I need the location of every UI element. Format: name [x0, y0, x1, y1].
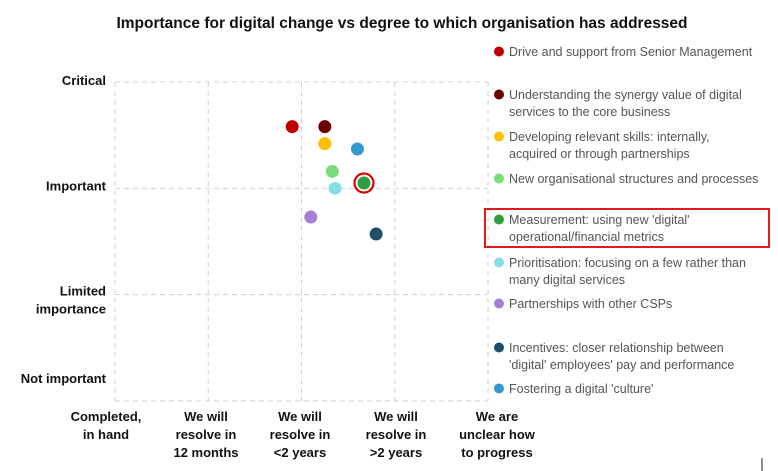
x-tick-label: unclear how [459, 427, 536, 442]
legend-marker [494, 214, 504, 225]
legend-marker [494, 131, 504, 142]
highlight-ring [353, 172, 375, 194]
data-point [357, 176, 371, 190]
data-point [328, 181, 342, 195]
legend-marker [494, 173, 504, 184]
legend-label: operational/financial metrics [509, 230, 664, 244]
legend-label: acquired or through partnerships [509, 147, 690, 161]
y-axis-tick-labels: Critical Important Limited importance Not im… [21, 73, 107, 386]
legend-label: Developing relevant skills: internally, [509, 130, 710, 144]
data-point [318, 120, 332, 134]
y-tick-label: Limited [60, 284, 106, 299]
x-tick-label: resolve in [366, 427, 427, 442]
data-point [304, 210, 318, 224]
data-points [285, 120, 383, 241]
data-point [350, 142, 364, 156]
x-tick-label: resolve in [176, 427, 237, 442]
legend-highlight-box [484, 208, 770, 248]
y-tick-label: Critical [62, 73, 106, 88]
legend-label: Partnerships with other CSPs [509, 297, 672, 311]
legend-marker [494, 257, 504, 268]
x-tick-label: We will [374, 409, 418, 424]
y-tick-label: Important [46, 178, 107, 193]
legend-label: Measurement: using new 'digital' [509, 213, 690, 227]
x-tick-label: We will [184, 409, 228, 424]
data-point [285, 120, 299, 134]
legend-label: Fostering a digital 'culture' [509, 382, 653, 396]
x-tick-label: in hand [83, 427, 129, 442]
legend-marker [494, 342, 504, 353]
x-tick-label: <2 years [274, 445, 326, 460]
legend-label: Incentives: closer relationship between [509, 341, 724, 355]
legend-label: New organisational structures and proces… [509, 172, 758, 186]
legend-label: Drive and support from Senior Management [509, 45, 753, 59]
y-tick-label: importance [36, 302, 106, 317]
legend: Drive and support from Senior Management… [484, 45, 770, 396]
legend-label: services to the core business [509, 105, 670, 119]
legend-label: many digital services [509, 273, 625, 287]
x-tick-label: Completed, [71, 409, 142, 424]
legend-marker [494, 89, 504, 100]
legend-marker [494, 46, 504, 57]
legend-marker [494, 383, 504, 394]
x-tick-label: >2 years [370, 445, 422, 460]
data-point [325, 164, 339, 178]
x-tick-label: resolve in [270, 427, 331, 442]
legend-label: Prioritisation: focusing on a few rather… [509, 256, 746, 270]
legend-label: 'digital' employees' pay and performance [509, 358, 734, 372]
x-tick-label: We will [278, 409, 322, 424]
x-tick-label: 12 months [173, 445, 238, 460]
y-tick-label: Not important [21, 371, 107, 386]
x-tick-label: to progress [461, 445, 533, 460]
chart-grid [114, 81, 489, 402]
data-point [369, 227, 383, 241]
x-tick-label: We are [476, 409, 518, 424]
data-point [318, 137, 332, 151]
chart-title: Importance for digital change vs degree … [116, 15, 687, 32]
x-axis-tick-labels: Completed, in hand We will resolve in 12 mon… [71, 409, 536, 460]
legend-marker [494, 298, 504, 309]
legend-label: Understanding the synergy value of digit… [509, 88, 742, 102]
